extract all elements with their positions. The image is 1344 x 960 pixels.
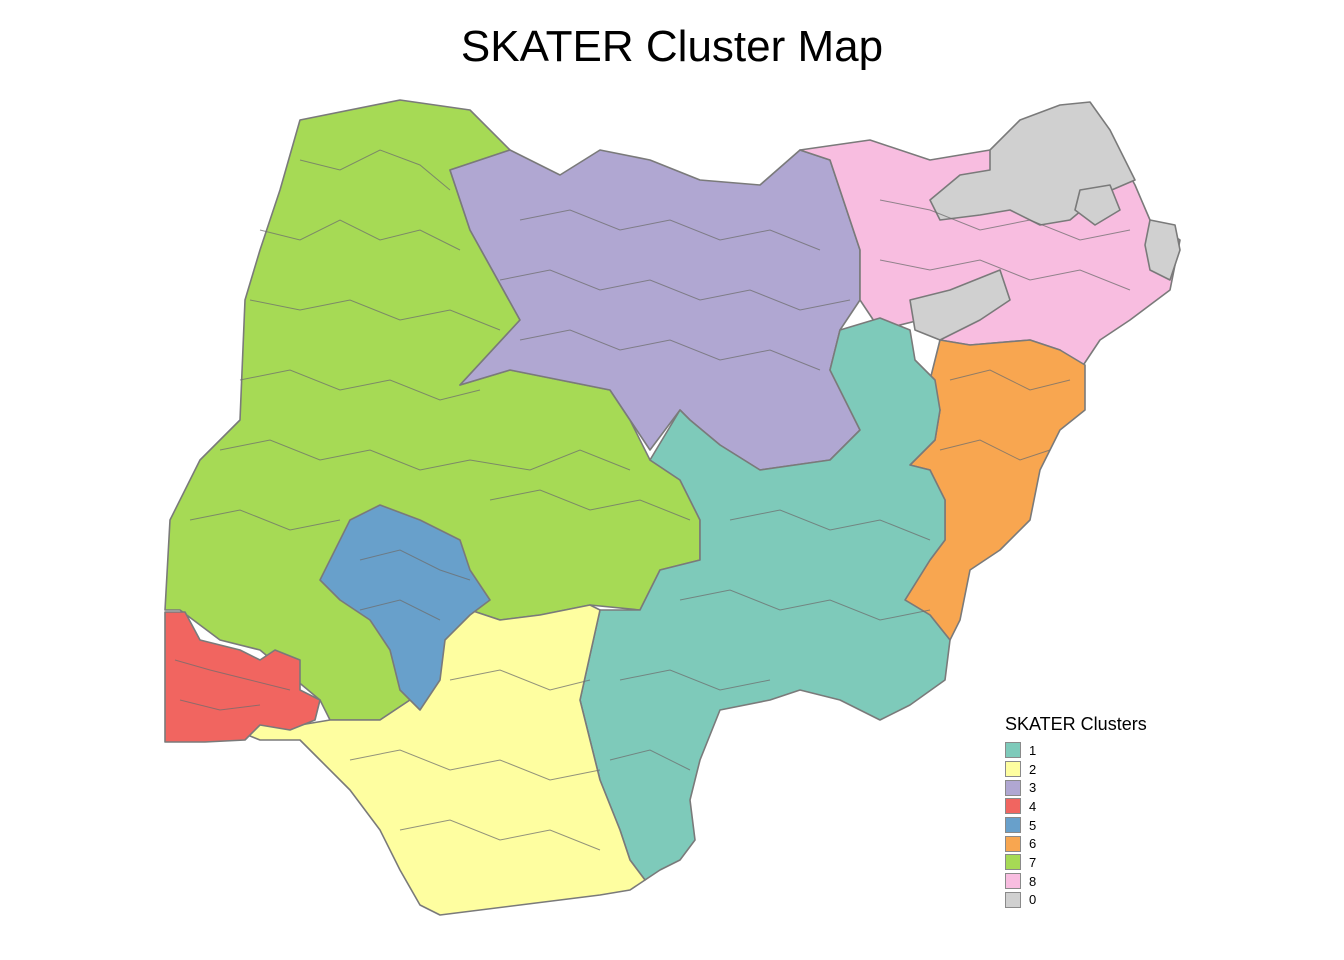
legend-item: 1 bbox=[1005, 741, 1147, 760]
legend-swatch bbox=[1005, 761, 1021, 778]
legend-swatch bbox=[1005, 873, 1021, 890]
legend-swatch bbox=[1005, 835, 1021, 852]
legend-item: 7 bbox=[1005, 853, 1147, 872]
legend-item: 0 bbox=[1005, 891, 1147, 910]
district-boundaries bbox=[174, 149, 1131, 851]
legend-label: 7 bbox=[1029, 854, 1037, 870]
legend: SKATER Clusters 1 2 3 4 5 6 7 8 0 bbox=[1005, 714, 1147, 909]
cluster-0-patch bbox=[1074, 184, 1121, 226]
legend-title: SKATER Clusters bbox=[1005, 714, 1147, 734]
cluster-0-patch bbox=[1144, 219, 1181, 281]
legend-item: 3 bbox=[1005, 778, 1147, 797]
cluster-1-region bbox=[579, 317, 951, 881]
cluster-5-region bbox=[319, 504, 491, 711]
legend-swatch bbox=[1005, 742, 1021, 759]
legend-swatch bbox=[1005, 817, 1021, 834]
legend-label: 3 bbox=[1029, 780, 1037, 796]
legend-label: 8 bbox=[1029, 873, 1037, 889]
legend-item: 6 bbox=[1005, 834, 1147, 853]
legend-item: 8 bbox=[1005, 872, 1147, 891]
cluster-2-region bbox=[234, 604, 646, 916]
legend-swatch bbox=[1005, 854, 1021, 871]
legend-item: 5 bbox=[1005, 816, 1147, 835]
cluster-0-patch bbox=[909, 269, 1011, 341]
cluster-4-region bbox=[164, 611, 321, 743]
legend-label: 4 bbox=[1029, 798, 1037, 814]
legend-swatch bbox=[1005, 779, 1021, 796]
map-title: SKATER Cluster Map bbox=[460, 22, 884, 71]
legend-label: 1 bbox=[1029, 742, 1037, 758]
legend-items: 1 2 3 4 5 6 7 8 0 bbox=[1005, 741, 1147, 909]
legend-item: 2 bbox=[1005, 760, 1147, 779]
legend-item: 4 bbox=[1005, 797, 1147, 816]
legend-label: 0 bbox=[1029, 892, 1037, 908]
legend-label: 5 bbox=[1029, 817, 1037, 833]
legend-swatch bbox=[1005, 798, 1021, 815]
legend-label: 6 bbox=[1029, 836, 1037, 852]
legend-label: 2 bbox=[1029, 761, 1037, 777]
legend-swatch bbox=[1005, 891, 1021, 908]
